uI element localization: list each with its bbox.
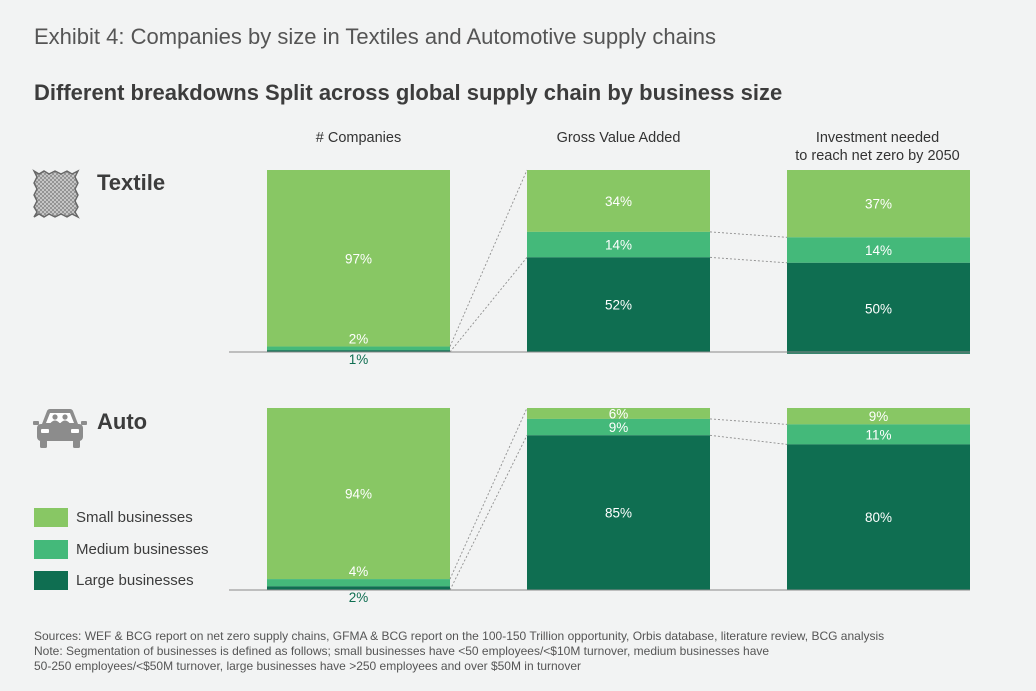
auto-bar-2-small <box>527 408 710 419</box>
segmentation-note-line1: Note: Segmentation of businesses is defi… <box>34 644 770 658</box>
column-header-investment-line2: to reach net zero by 2050 <box>795 148 960 164</box>
auto-label-1-medium: 4% <box>349 564 369 579</box>
auto-bar-3-medium <box>787 424 970 445</box>
textile-label-3-large: 50% <box>865 301 892 316</box>
sources-note: Sources: WEF & BCG report on net zero su… <box>34 629 885 643</box>
textile-label-1-medium: 2% <box>349 332 369 347</box>
auto-connector-2-bottom <box>709 434 788 445</box>
auto-connector-1-bottom <box>449 435 528 591</box>
footer: Sources: WEF & BCG report on net zero su… <box>34 629 994 674</box>
row-label-textile: Textile <box>97 170 166 195</box>
textile-label-2-medium: 14% <box>605 238 632 253</box>
textile-fabric-icon <box>32 169 80 219</box>
exhibit-title: Exhibit 4: Companies by size in Textiles… <box>34 24 716 49</box>
textile-connector-2-top <box>709 231 788 238</box>
textile-bar-3-medium <box>787 237 970 263</box>
auto-label-3-medium: 11% <box>865 427 891 442</box>
textile-bar-3-large <box>787 262 970 354</box>
column-header-investment: Investment needed to reach net zero by 20… <box>780 129 975 165</box>
segmentation-note-line2: 50-250 employees/<$50M turnover, large b… <box>34 659 582 673</box>
auto-bar-3-large <box>787 444 970 590</box>
auto-label-3-small: 9% <box>869 409 889 424</box>
row-label-auto: Auto <box>97 409 148 434</box>
auto-label-2-large: 85% <box>605 506 632 521</box>
legend-label-small: Small businesses <box>76 509 193 526</box>
textile-connector-1-bottom <box>449 257 528 353</box>
auto-bar-1-small <box>267 408 450 580</box>
column-header-companies: # Companies <box>315 130 402 146</box>
textile-label-1-small: 97% <box>345 251 372 266</box>
textile-connector-2-bottom <box>709 256 788 264</box>
textile-bar-3-small <box>787 170 970 238</box>
auto-label-1-large: 2% <box>349 590 369 605</box>
textile-label-3-small: 37% <box>865 197 892 212</box>
auto-bar-1-large <box>267 586 450 590</box>
legend-swatch-small <box>34 508 68 527</box>
textile-connector-1-top <box>449 169 528 347</box>
column-header-investment-line1: Investment needed <box>815 130 940 146</box>
textile-bar-1-large <box>267 350 450 352</box>
textile-label-2-small: 34% <box>605 194 632 209</box>
textile-bar-2-small <box>527 170 710 232</box>
textile-bar-2-medium <box>527 231 710 258</box>
textile-bar-1-small <box>267 170 450 347</box>
auto-connector-1-top <box>449 407 528 580</box>
textile-label-2-large: 52% <box>605 298 632 313</box>
legend-label-medium: Medium businesses <box>76 541 209 558</box>
legend-label-large: Large businesses <box>76 572 194 589</box>
textile-label-3-medium: 14% <box>865 243 892 258</box>
auto-label-2-small: 6% <box>609 406 629 421</box>
auto-label-3-large: 80% <box>865 510 892 525</box>
column-header-gva: Gross Value Added <box>556 130 681 146</box>
auto-bar-1-medium <box>267 579 450 587</box>
auto-connector-2-top <box>709 418 788 425</box>
legend-swatch-large <box>34 571 68 590</box>
auto-label-1-small: 94% <box>345 487 372 502</box>
auto-bar-2-large <box>527 435 710 590</box>
legend-swatch-medium <box>34 540 68 559</box>
textile-bar-1-medium <box>267 346 450 351</box>
textile-label-1-large: 1% <box>349 352 369 367</box>
auto-bar-2-medium <box>527 418 710 436</box>
car-icon <box>33 409 87 448</box>
auto-label-2-medium: 9% <box>609 420 629 435</box>
textile-bar-2-large <box>527 257 710 352</box>
chart-subtitle: Different breakdowns Split across global… <box>34 80 783 105</box>
auto-bar-3-small <box>787 408 970 425</box>
